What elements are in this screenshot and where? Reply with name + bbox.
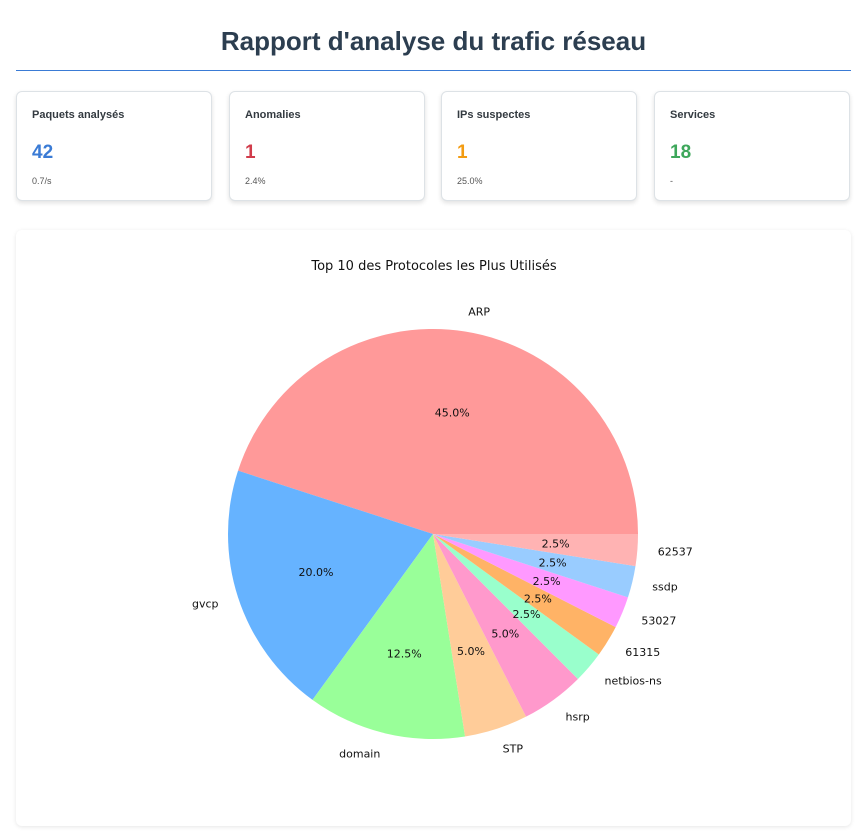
stat-card-label: IPs suspectes	[457, 109, 531, 121]
stat-card-services: Services 18 -	[654, 91, 850, 201]
pie-slice-hsrp	[433, 534, 578, 717]
pie-slice-netbios-ns	[433, 534, 599, 679]
chart-title: Top 10 des Protocoles les Plus Utilisés	[310, 259, 557, 274]
pie-percent-label: 45.0%	[435, 407, 470, 420]
pie-slice-STP	[433, 534, 527, 737]
pie-category-label: 62537	[658, 546, 693, 559]
pie-slice-gvcp	[227, 470, 433, 700]
pie-slice-ARP	[238, 329, 638, 534]
pie-slice-62537	[433, 534, 638, 567]
stat-card-sub: 2.4%	[245, 176, 266, 186]
pie-category-label: 53027	[641, 614, 676, 627]
title-divider	[16, 70, 851, 71]
chart-panel: Top 10 des Protocoles les Plus Utilisés …	[16, 230, 851, 826]
pie-category-label: ssdp	[652, 581, 677, 594]
pie-percent-label: 2.5%	[524, 592, 552, 605]
stat-card-sub: 0.7/s	[32, 176, 52, 186]
stat-card-value: 1	[245, 142, 256, 163]
pie-percent-label: 20.0%	[299, 566, 334, 579]
stat-card-suspect-ips: IPs suspectes 1 25.0%	[441, 91, 637, 201]
page-title: Rapport d'analyse du trafic réseau	[220, 26, 647, 56]
stat-card-sub: 25.0%	[457, 176, 483, 186]
pie-percent-label: 2.5%	[542, 538, 570, 551]
pie-percent-label: 5.0%	[457, 645, 485, 658]
pie-category-label: netbios-ns	[604, 674, 661, 687]
pie-slice-53027	[433, 534, 628, 628]
pie-percent-label: 2.5%	[533, 575, 561, 588]
pie-slice-61315	[433, 534, 616, 655]
stat-card-label: Paquets analysés	[32, 109, 125, 121]
pie-slice-ssdp	[433, 534, 636, 598]
pie-slice-domain	[312, 534, 466, 739]
stat-card-label: Services	[670, 109, 716, 121]
stat-card-anomalies: Anomalies 1 2.4%	[229, 91, 425, 201]
stat-card-value: 18	[670, 142, 692, 163]
pie-category-label: gvcp	[192, 598, 219, 611]
pie-category-label: 61315	[625, 646, 660, 659]
pie-percent-label: 2.5%	[513, 608, 541, 621]
stat-card-label: Anomalies	[245, 109, 301, 121]
pie-percent-label: 12.5%	[387, 648, 422, 661]
stat-card-value: 42	[32, 142, 54, 163]
pie-percent-label: 2.5%	[539, 557, 567, 570]
stat-card-sub: -	[670, 176, 673, 186]
stat-card-value: 1	[457, 142, 468, 163]
pie-category-label: STP	[503, 742, 524, 755]
pie-percent-label: 5.0%	[491, 628, 519, 641]
pie-chart: Top 10 des Protocoles les Plus Utilisés …	[192, 259, 693, 760]
stat-card-packets: Paquets analysés 42 0.7/s	[16, 91, 212, 201]
pie-category-label: hsrp	[566, 710, 590, 723]
pie-category-label: ARP	[468, 305, 490, 318]
pie-category-label: domain	[339, 747, 380, 760]
